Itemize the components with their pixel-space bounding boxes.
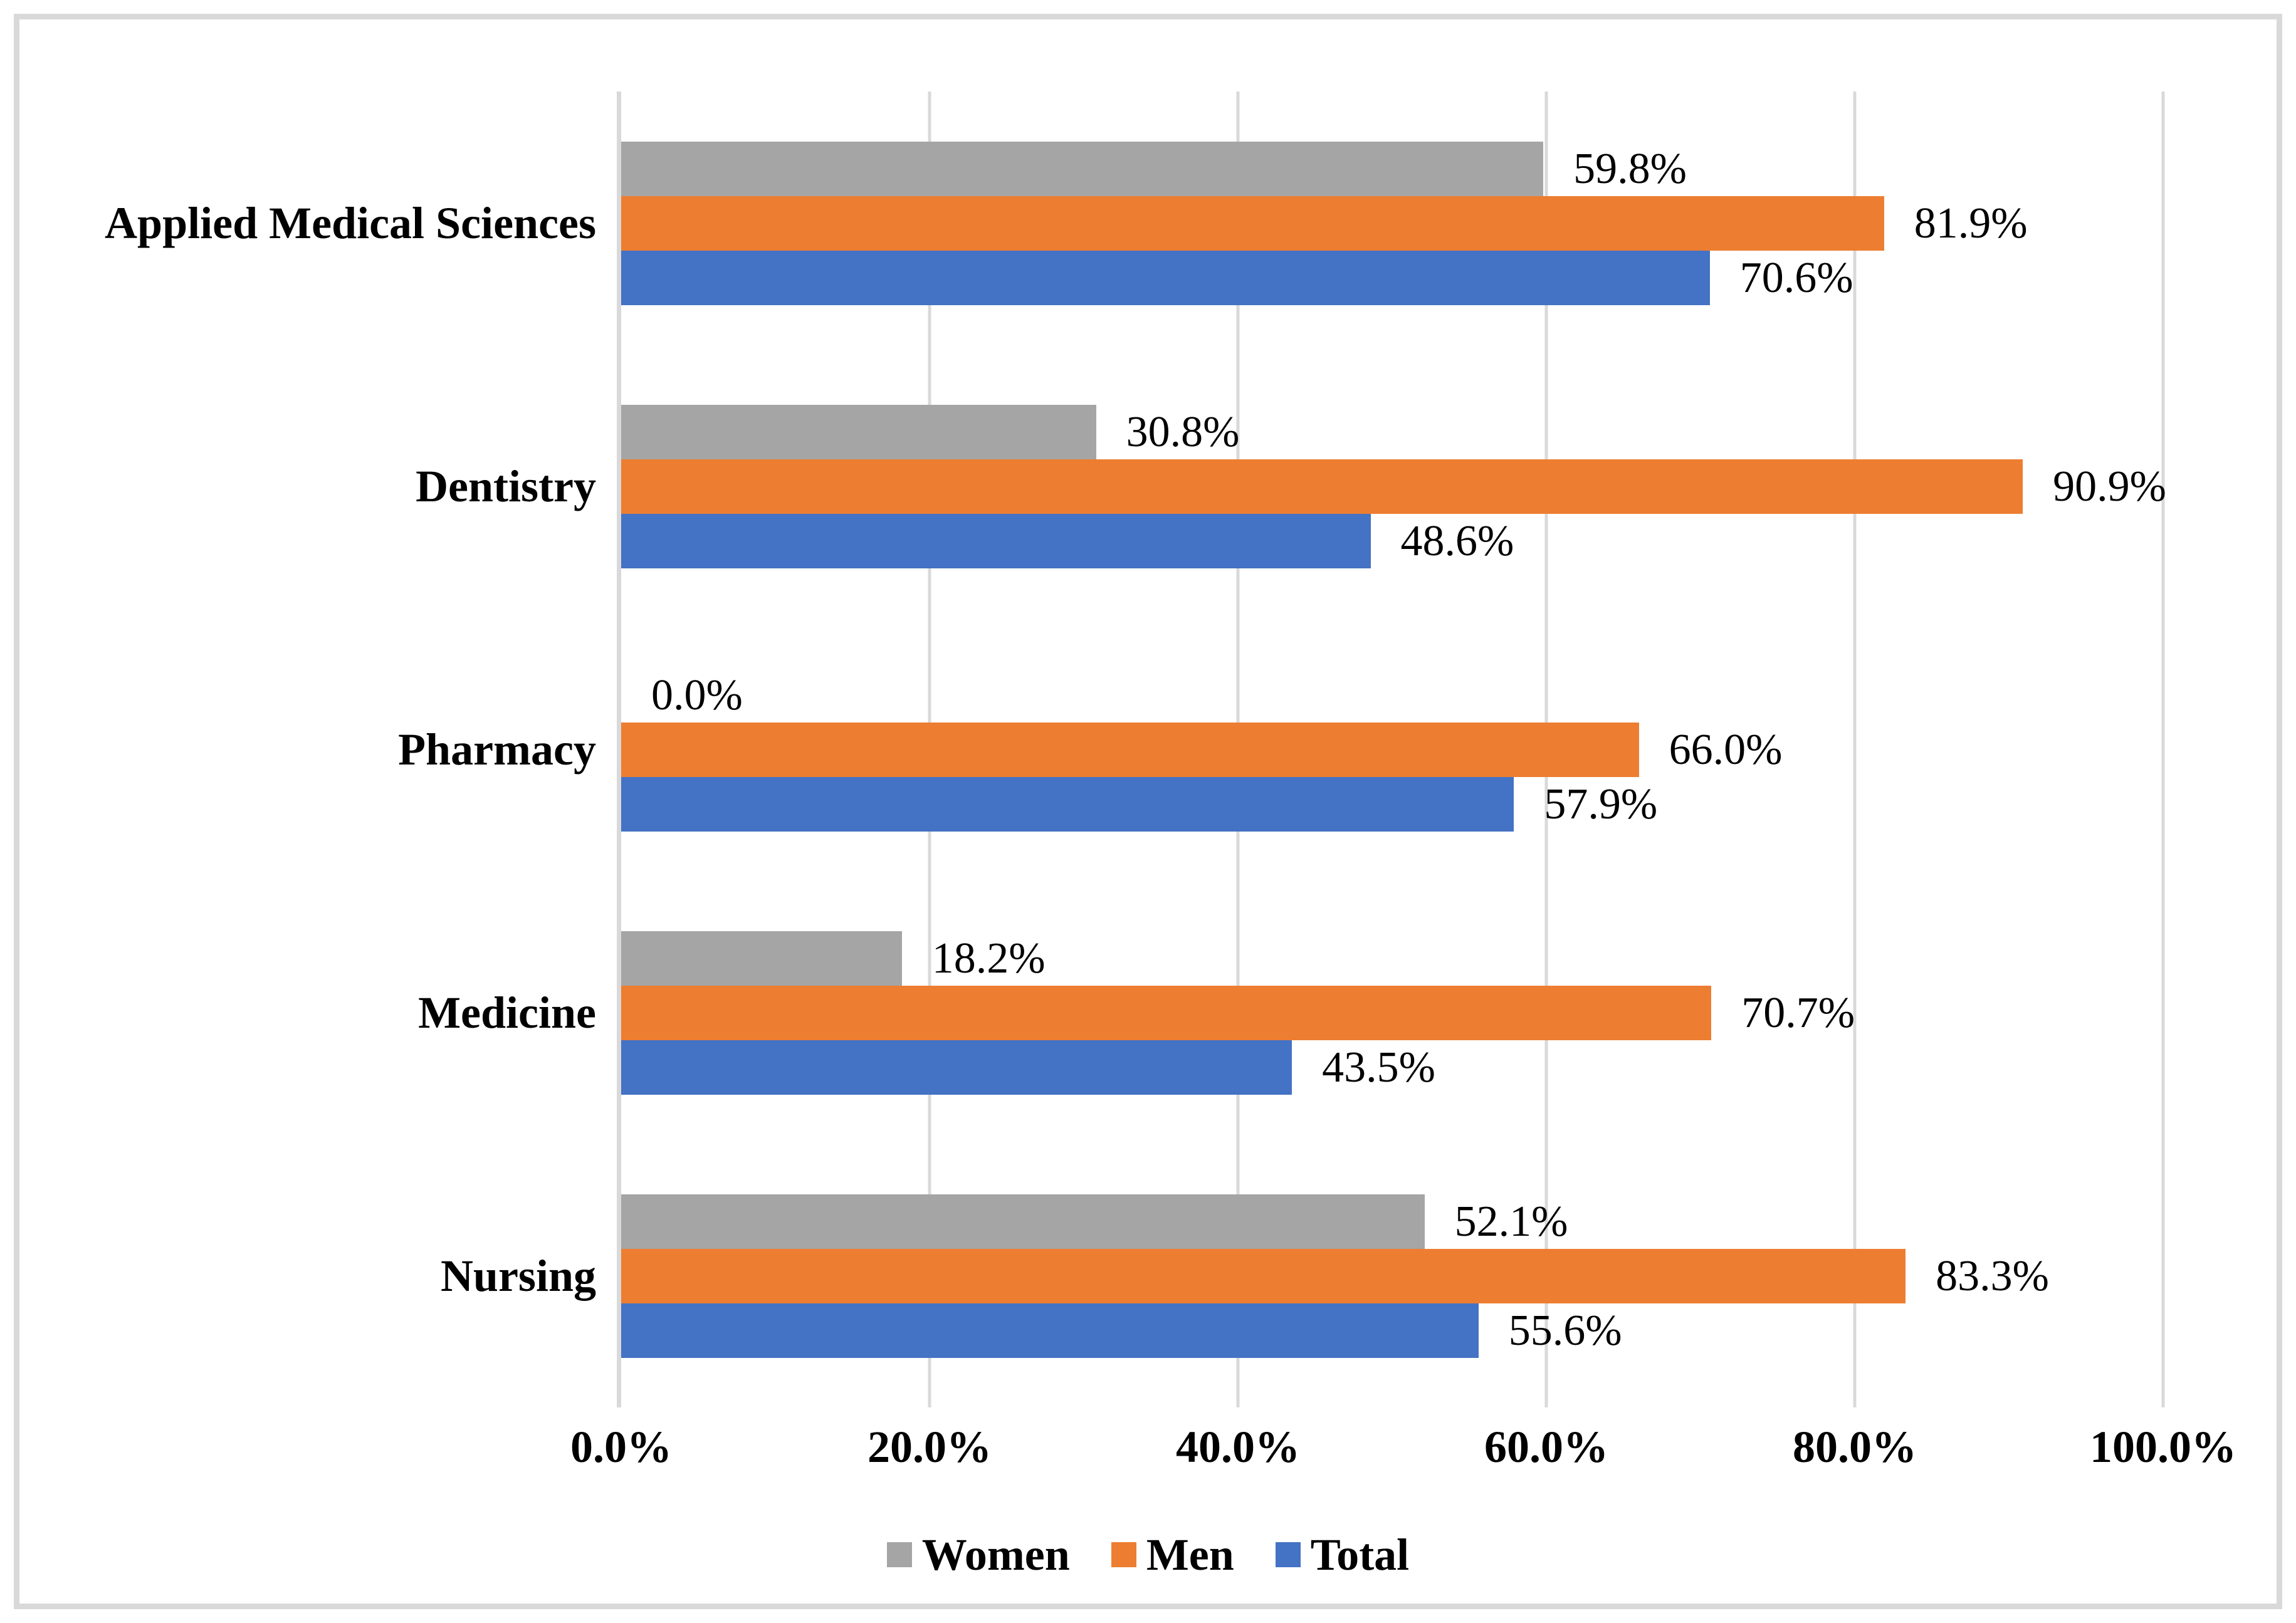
x-tick-label-0: 0.0%	[570, 1422, 672, 1472]
legend-swatch-men	[1111, 1542, 1136, 1567]
value-label-total-nursing: 55.6%	[1508, 1306, 1622, 1355]
category-label-applied-medical-sciences: Applied Medical Sciences	[105, 197, 596, 248]
value-label-men-pharmacy: 66.0%	[1669, 725, 1783, 774]
x-axis-tick-labels: 0.0% 20.0% 40.0% 60.0% 80.0% 100.0%	[570, 1419, 2236, 1475]
value-label-women-dentistry: 30.8%	[1126, 407, 1240, 456]
value-label-women-nursing: 52.1%	[1454, 1197, 1568, 1246]
bar-men-medicine	[621, 986, 1712, 1040]
value-label-women-applied-medical-sciences: 59.8%	[1573, 144, 1687, 193]
value-label-men-dentistry: 90.9%	[2053, 462, 2166, 511]
x-tick-label-40: 40.0%	[1176, 1422, 1300, 1472]
legend-swatch-women	[886, 1542, 912, 1567]
value-label-men-nursing: 83.3%	[1936, 1251, 2049, 1300]
bar-women-nursing	[621, 1194, 1425, 1249]
plot-area: 59.8% 81.9% 70.6% 30.8% 90.9% 48.6% 0.0% 66.0% 5…	[617, 91, 2166, 1407]
gridline-80	[1853, 91, 1857, 1407]
legend-item-men: Men	[1111, 1526, 1234, 1583]
bar-total-dentistry	[621, 514, 1371, 568]
category-label-dentistry: Dentistry	[416, 461, 596, 511]
bar-group-applied-medical-sciences: 59.8% 81.9% 70.6%	[621, 91, 2163, 355]
value-label-total-dentistry: 48.6%	[1400, 516, 1514, 565]
x-tick-label-80: 80.0%	[1793, 1422, 1917, 1472]
x-tick-label-20: 20.0%	[868, 1422, 992, 1472]
bar-men-dentistry	[621, 459, 2023, 514]
bar-group-pharmacy: 0.0% 66.0% 57.9%	[621, 618, 2163, 881]
legend-swatch-total	[1275, 1542, 1301, 1567]
bar-total-applied-medical-sciences	[621, 251, 1710, 305]
bar-total-medicine	[621, 1040, 1292, 1095]
value-label-men-applied-medical-sciences: 81.9%	[1914, 199, 2028, 248]
bar-group-medicine: 18.2% 70.7% 43.5%	[621, 881, 2163, 1144]
value-label-women-pharmacy: 0.0%	[651, 671, 743, 719]
category-label-nursing: Nursing	[440, 1250, 596, 1301]
y-axis-line	[617, 91, 621, 1407]
value-label-total-pharmacy: 57.9%	[1544, 780, 1658, 828]
bar-men-pharmacy	[621, 723, 1639, 777]
category-label-medicine: Medicine	[418, 987, 596, 1038]
legend-item-total: Total	[1275, 1526, 1410, 1583]
legend-item-women: Women	[886, 1526, 1070, 1583]
bar-men-applied-medical-sciences	[621, 196, 1884, 251]
value-label-total-medicine: 43.5%	[1322, 1043, 1435, 1092]
y-axis-category-labels: Applied Medical Sciences Dentistry Pharmac…	[45, 91, 596, 1407]
bar-women-dentistry	[621, 405, 1096, 459]
gridline-100	[2161, 91, 2165, 1407]
bar-men-nursing	[621, 1249, 1906, 1303]
bar-total-nursing	[621, 1303, 1479, 1358]
x-tick-label-60: 60.0%	[1484, 1422, 1608, 1472]
figure-frame: 59.8% 81.9% 70.6% 30.8% 90.9% 48.6% 0.0% 66.0% 5…	[14, 14, 2282, 1609]
value-label-women-medicine: 18.2%	[931, 934, 1046, 983]
bar-group-nursing: 52.1% 83.3% 55.6%	[621, 1144, 2163, 1407]
bar-group-dentistry: 30.8% 90.9% 48.6%	[621, 355, 2166, 618]
value-label-total-applied-medical-sciences: 70.6%	[1739, 253, 1853, 302]
legend-label-women: Women	[921, 1530, 1070, 1580]
legend-label-total: Total	[1310, 1530, 1410, 1580]
bar-total-pharmacy	[621, 777, 1514, 832]
value-label-men-medicine: 70.7%	[1741, 988, 1855, 1037]
bar-women-medicine	[621, 931, 902, 986]
x-tick-label-100: 100.0%	[2090, 1422, 2236, 1472]
category-label-pharmacy: Pharmacy	[398, 724, 596, 775]
legend: Women Men Total	[19, 1523, 2277, 1586]
legend-label-men: Men	[1146, 1530, 1234, 1580]
bar-women-applied-medical-sciences	[621, 142, 1544, 196]
